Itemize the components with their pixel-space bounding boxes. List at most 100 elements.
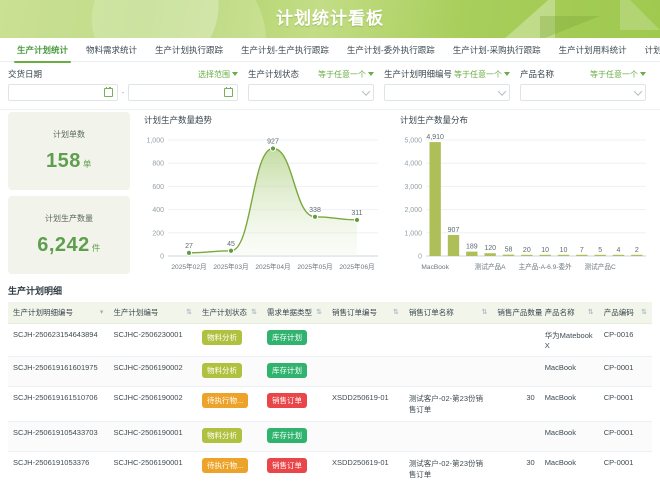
filter-operator-label: 等于任意一个 [590, 69, 638, 79]
kpi-unit: 件 [91, 243, 101, 253]
date-input-to[interactable] [128, 84, 239, 101]
bar[interactable] [576, 254, 588, 256]
sort-icon[interactable]: ⇅ [587, 309, 594, 316]
bar[interactable] [539, 254, 551, 256]
calendar-icon[interactable] [224, 86, 234, 97]
sort-icon[interactable]: ⇅ [545, 309, 552, 316]
sort-icon[interactable]: ⇅ [251, 309, 258, 316]
status-badge: 库存计划 [267, 330, 308, 345]
filter-select-input[interactable] [520, 84, 646, 101]
filter-operator-dropdown[interactable]: 等于任意一个 [318, 69, 374, 80]
data-point[interactable] [185, 249, 193, 256]
column-header-8[interactable]: 产品编码 ⇅ [598, 302, 652, 324]
bar[interactable] [466, 251, 478, 256]
bar[interactable] [612, 254, 625, 256]
data-point[interactable] [227, 247, 235, 254]
calendar-icon[interactable] [103, 86, 113, 97]
status-badge: 库存计划 [267, 428, 308, 443]
x-axis-tick-label: 主产品-A-6.9-委外 [519, 262, 573, 271]
tab-1[interactable]: 物料需求统计 [86, 44, 138, 55]
data-point[interactable] [353, 216, 361, 224]
column-header-0[interactable]: 生产计划明细编号 ▾ [8, 302, 109, 324]
line-chart-title: 计划生产数量趋势 [144, 115, 213, 125]
bar[interactable] [447, 234, 460, 256]
column-header-inner: 销售订单名称 ⇅ [409, 307, 488, 318]
sort-icon[interactable]: ⇅ [316, 309, 323, 316]
table-row[interactable]: SCJH-250619161510706 SCJHC-2506190002 待执行物… [8, 386, 652, 422]
bar[interactable] [484, 253, 496, 256]
filter-operator-dropdown[interactable]: 选择范围 [198, 69, 238, 80]
column-header-1[interactable]: 生产计划编号 ⇅ [108, 302, 198, 324]
cell-text: CP-0016 [603, 330, 634, 339]
filter-select-input[interactable] [248, 84, 374, 101]
tab-3[interactable]: 生产计划-生产执行跟踪 [241, 44, 329, 55]
detail-table-head: 生产计划明细编号 ▾ 生产计划编号 ⇅ 生产计划状态 ⇅ 需求单据类型 ⇅ 销售订单编号 ⇅ 销售订… [8, 302, 652, 324]
bar[interactable] [429, 142, 441, 256]
tab-4[interactable]: 生产计划-委外执行跟踪 [346, 44, 435, 55]
date-input-from[interactable] [8, 84, 118, 101]
x-axis-tick-label: 2025年06月 [339, 262, 374, 271]
table-row[interactable]: SCJH-250623154643894 SCJHC-2506230001 物料分析… [8, 323, 652, 357]
sort-icon[interactable]: ⇅ [481, 309, 488, 316]
y-axis-tick-label: 800 [152, 161, 164, 168]
chevron-down-icon[interactable] [633, 86, 643, 96]
cell-text: SCJH-250623154643894 [13, 330, 98, 339]
cell-so_name: 测试客户-02-第23份销售订单 [403, 386, 493, 422]
data-point[interactable] [269, 145, 277, 152]
banner-decoration-triangle-1 [503, 0, 555, 38]
status-badge: 待执行物... [202, 458, 249, 473]
bar[interactable] [502, 254, 515, 256]
cell-text: MacBook [544, 428, 576, 437]
bar-chart-card: 计划生产数量分布 0 1,000 2,000 3,000 4,000 5,000 4,910… [392, 112, 652, 276]
column-header-7[interactable]: 产品名称 ⇅ [539, 302, 599, 324]
chevron-down-icon[interactable] [361, 86, 371, 96]
cell-status: 待执行物... [197, 451, 263, 484]
tab-6[interactable]: 生产计划用料统计 [558, 44, 627, 55]
sort-icon[interactable]: ⇅ [392, 309, 399, 316]
column-header-3[interactable]: 需求单据类型 ⇅ [262, 302, 328, 324]
column-header-6[interactable]: 销售产品数量 ⇅ [492, 302, 551, 324]
data-point[interactable] [311, 213, 319, 220]
column-header-5[interactable]: 销售订单名称 ⇅ [403, 302, 493, 324]
x-axis-tick-label: 2025年03月 [213, 262, 248, 271]
tab-2[interactable]: 生产计划执行跟踪 [155, 44, 224, 55]
cell-status: 物料分析 [197, 421, 263, 452]
sort-icon[interactable]: ⇅ [186, 309, 193, 316]
bar[interactable] [521, 254, 533, 256]
sort-icon[interactable]: ▾ [99, 309, 104, 316]
cell-so_no [327, 323, 404, 357]
column-header-inner: 需求单据类型 ⇅ [267, 307, 322, 318]
cell-detail_no: SCJH-2506191053376 [8, 451, 109, 484]
bar[interactable] [594, 254, 606, 256]
bar[interactable] [557, 254, 570, 256]
cell-plan_no: SCJHC-2506190001 [108, 421, 198, 452]
column-header-4[interactable]: 销售订单编号 ⇅ [327, 302, 404, 324]
cell-doc_type: 销售订单 [262, 451, 328, 484]
sort-icon[interactable]: ⇅ [641, 309, 647, 316]
chevron-down-icon[interactable] [497, 86, 507, 96]
filter-operator-dropdown[interactable]: 等于任意一个 [454, 69, 510, 80]
filter-label-row: 交货日期 选择范围 [8, 68, 238, 80]
cell-text: SCJH-250619161510706 [13, 393, 98, 402]
y-axis-tick-label: 1,000 [146, 138, 164, 145]
table-row[interactable]: SCJH-250619105433703 SCJHC-2506190001 物料分析… [8, 421, 652, 452]
bar[interactable] [631, 254, 643, 256]
tab-7[interactable]: 计划成本核算 [644, 44, 660, 55]
data-label: 27 [185, 243, 193, 250]
data-label: 4 [617, 247, 621, 254]
tab-0[interactable]: 生产计划统计 [8, 38, 77, 63]
table-row[interactable]: SCJH-2506191053376 SCJHC-2506190001 待执行物..… [8, 451, 652, 484]
y-axis-tick-label: 5,000 [404, 138, 422, 145]
cell-so_no: XSDD250619-01 [327, 451, 404, 484]
filter-operator-dropdown[interactable]: 等于任意一个 [590, 69, 646, 80]
status-badge: 销售订单 [267, 393, 308, 408]
table-row[interactable]: SCJH-250619161601975 SCJHC-2506190002 物料分析… [8, 356, 652, 387]
kpi-value: 158 单 [46, 150, 92, 173]
cell-doc_type: 库存计划 [262, 356, 328, 387]
filter-label: 生产计划状态 [248, 69, 300, 79]
filter-select-input[interactable] [384, 84, 510, 101]
data-label: 927 [267, 138, 279, 145]
tab-5[interactable]: 生产计划-采购执行跟踪 [452, 44, 541, 55]
column-header-2[interactable]: 生产计划状态 ⇅ [197, 302, 263, 324]
kpi-value: 6,242 件 [37, 234, 101, 257]
